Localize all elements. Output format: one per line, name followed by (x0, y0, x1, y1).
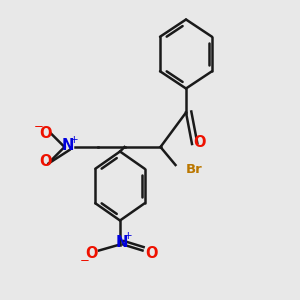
Text: Br: Br (186, 163, 203, 176)
Text: O: O (85, 246, 98, 261)
Text: +: + (124, 231, 132, 241)
Text: N: N (115, 235, 128, 250)
Text: O: O (193, 135, 206, 150)
Text: O: O (145, 246, 158, 261)
Text: O: O (39, 154, 51, 169)
Text: O: O (39, 126, 51, 141)
Text: −: − (80, 254, 89, 267)
Text: N: N (61, 138, 74, 153)
Text: −: − (34, 120, 43, 134)
Text: +: + (70, 135, 78, 146)
